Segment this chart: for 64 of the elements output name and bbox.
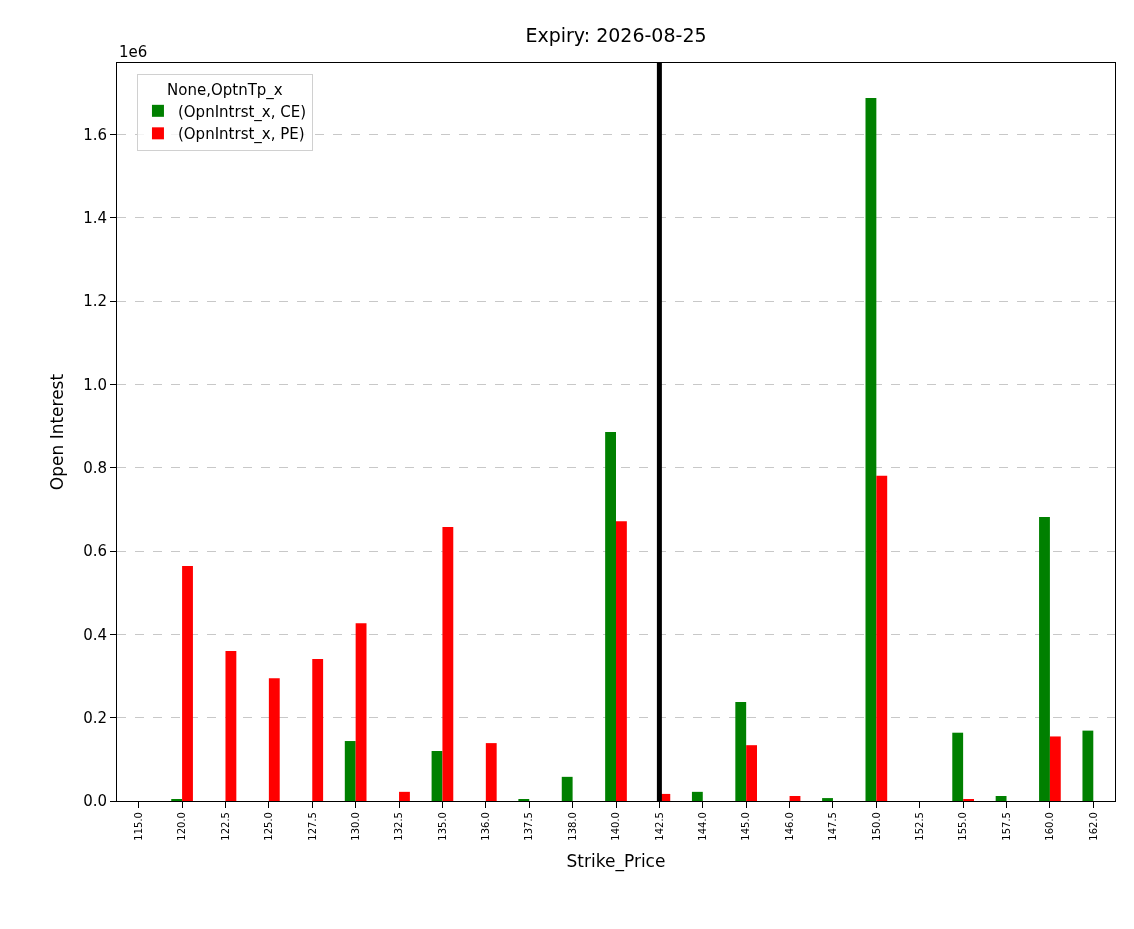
bar: [865, 97, 877, 801]
x-tick-label: 125.0: [263, 812, 275, 841]
y-tick-label: 0.4: [83, 625, 107, 644]
bar: [268, 678, 280, 801]
bar: [876, 475, 888, 801]
bar: [442, 526, 454, 801]
bar: [312, 658, 324, 801]
bar: [485, 743, 497, 801]
bar: [1039, 516, 1050, 801]
x-tick-label: 147.5: [827, 812, 839, 841]
bar: [952, 732, 964, 801]
x-tick-label: 132.5: [393, 812, 405, 841]
y-tick-label: 0.8: [83, 459, 107, 478]
legend-label: (OpnIntrst_x, CE): [177, 102, 307, 122]
x-tick-label: 146.0: [783, 812, 795, 841]
x-tick-label: 136.0: [480, 812, 492, 841]
bar: [691, 791, 703, 801]
x-tick-label: 122.5: [219, 812, 231, 841]
y-tick-label: 0.2: [83, 708, 107, 727]
bar: [789, 796, 801, 801]
x-tick-label: 162.0: [1087, 812, 1099, 841]
x-tick-label: 127.5: [306, 812, 318, 841]
bar: [182, 566, 193, 801]
x-tick-label: 157.5: [1000, 812, 1012, 841]
y-tick-label: 0.6: [83, 542, 107, 561]
bar: [225, 651, 237, 801]
x-tick-label: 138.0: [566, 812, 578, 841]
x-tick-label: 115.0: [132, 812, 144, 841]
legend-title: None,OptnTp_x: [167, 80, 283, 100]
bar: [605, 432, 616, 801]
x-tick-label: 130.0: [349, 812, 361, 841]
text: 1e6: [119, 43, 148, 61]
bar: [822, 798, 833, 801]
x-tick-label: 152.5: [913, 812, 925, 841]
y-tick-label: 1.4: [83, 209, 107, 228]
bar: [995, 796, 1007, 801]
x-tick-label: 135.0: [436, 812, 448, 841]
x-tick-label: 145.0: [740, 812, 752, 841]
bar: [355, 623, 367, 801]
y-tick-label: 1.0: [83, 375, 107, 394]
chart-title: Expiry: 2026-08-25: [525, 23, 707, 46]
bar: [344, 741, 356, 801]
bar: [746, 745, 758, 801]
bar: [735, 701, 747, 801]
bar: [561, 776, 573, 801]
x-tick-label: 144.0: [697, 812, 709, 841]
bar: [1049, 736, 1061, 801]
x-tick-label: 142.5: [653, 812, 665, 841]
legend-label: (OpnIntrst_x, PE): [177, 125, 305, 145]
y-tick-label: 0.0: [83, 792, 107, 811]
y-tick-label: 1.2: [83, 292, 107, 311]
x-tick-label: 155.0: [957, 812, 969, 841]
x-tick-label: 140.0: [610, 812, 622, 841]
x-tick-label: 160.0: [1044, 812, 1056, 841]
x-tick-label: 120.0: [176, 812, 188, 841]
bar: [616, 521, 627, 801]
y-axis-title: Open Interest: [46, 373, 67, 491]
y-tick-label: 1.6: [83, 125, 107, 144]
x-tick-label: 137.5: [523, 812, 535, 841]
bar: [399, 791, 410, 801]
bar: [1082, 730, 1094, 801]
x-axis-title: Strike_Price: [566, 851, 666, 873]
bar: [431, 751, 443, 801]
x-tick-label: 150.0: [870, 812, 882, 841]
